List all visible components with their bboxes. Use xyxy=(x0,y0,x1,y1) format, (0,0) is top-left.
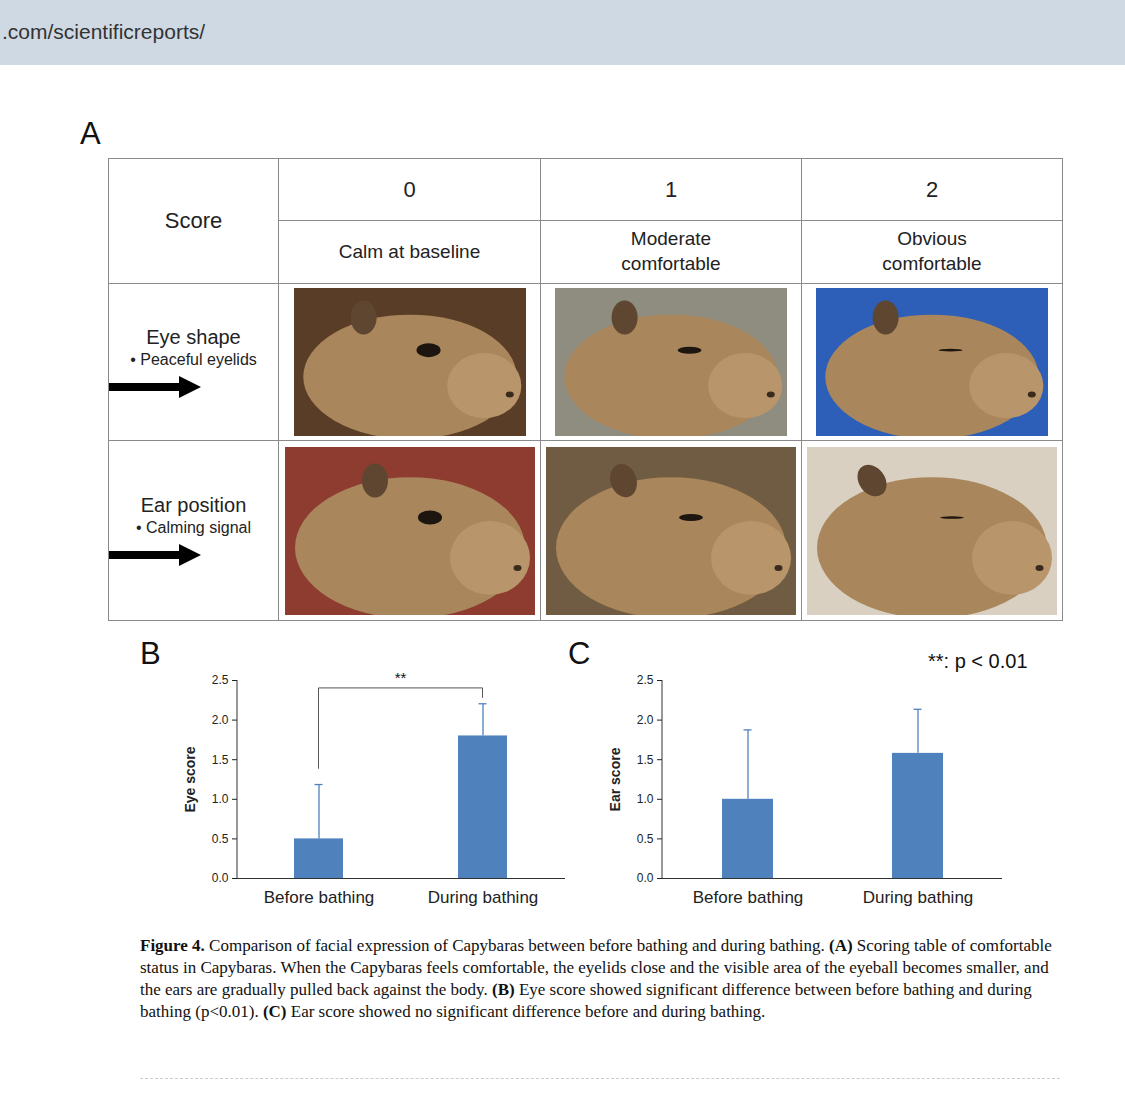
html-text:0: 0 xyxy=(403,176,416,202)
svg-text:2.0: 2.0 xyxy=(637,713,654,727)
svg-text:Eye score: Eye score xyxy=(182,746,198,812)
svg-text:2.0: 2.0 xyxy=(212,713,229,727)
html-text:• Calming signal: • Calming signal xyxy=(136,519,251,536)
svg-text:During bathing: During bathing xyxy=(863,888,974,907)
html-text:A: A xyxy=(80,116,101,151)
html-text:Score: Score xyxy=(164,208,223,233)
svg-text:0.0: 0.0 xyxy=(212,871,229,885)
html-text:Calm at baseline: Calm at baseline xyxy=(338,240,481,262)
html-text:.com/scientificreports/: .com/scientificreports/ xyxy=(2,20,206,43)
svg-text:0.5: 0.5 xyxy=(212,832,229,846)
html-text:Obvious comfortable: Obvious comfortable xyxy=(882,228,982,274)
svg-text:1.5: 1.5 xyxy=(212,753,229,767)
svg-text:Ear score: Ear score xyxy=(607,747,623,811)
svg-text:1.0: 1.0 xyxy=(637,792,654,806)
html-text:1: 1 xyxy=(664,176,678,202)
svg-text:Before bathing: Before bathing xyxy=(693,888,804,907)
svg-text:1.5: 1.5 xyxy=(637,753,654,767)
svg-text:2.5: 2.5 xyxy=(212,673,229,687)
html-text:C: C xyxy=(568,636,591,671)
svg-text:Before bathing: Before bathing xyxy=(264,888,375,907)
svg-text:2.5: 2.5 xyxy=(637,673,654,687)
html-text:**: p < 0.01: **: p < 0.01 xyxy=(928,650,1028,672)
html-text:Moderate comfortable: Moderate comfortable xyxy=(621,228,721,274)
svg-text:1.0: 1.0 xyxy=(212,792,229,806)
html-text:Ear position: Ear position xyxy=(140,494,247,516)
html-text:Eye shape: Eye shape xyxy=(146,325,241,348)
svg-text:0.5: 0.5 xyxy=(637,832,654,846)
html-text:• Peaceful eyelids: • Peaceful eyelids xyxy=(130,350,257,368)
html-text:Figure 4. Comparison of facial: Figure 4. Comparison of facial expressio… xyxy=(140,936,1052,1022)
svg-text:**: ** xyxy=(395,669,407,686)
html-text:B: B xyxy=(140,636,161,671)
svg-text:During bathing: During bathing xyxy=(428,888,539,907)
html-text:2: 2 xyxy=(925,176,939,202)
svg-text:0.0: 0.0 xyxy=(637,871,654,885)
